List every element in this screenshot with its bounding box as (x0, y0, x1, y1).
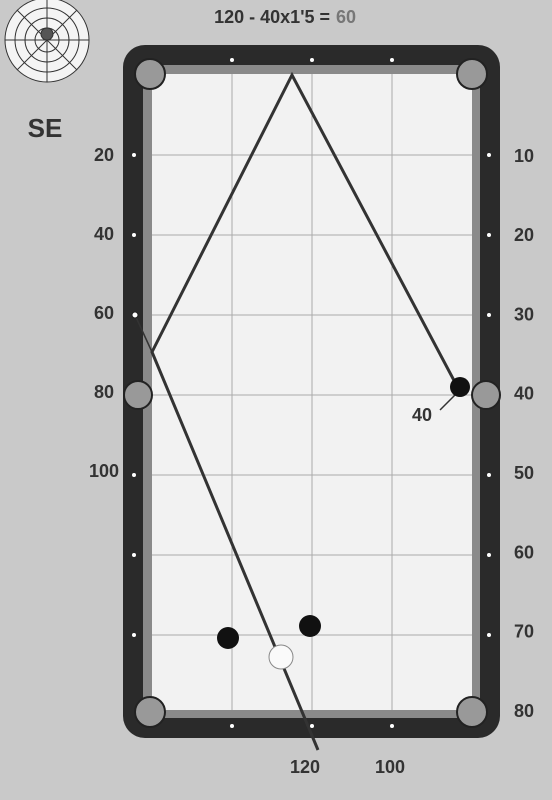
ball-path (150, 71, 460, 751)
annotation: 40 (412, 405, 432, 425)
aim-point (131, 311, 139, 319)
bottom-scale-label: 120 (290, 757, 320, 777)
right-scale-label: 50 (514, 463, 534, 483)
right-scale-label: 70 (514, 622, 534, 642)
cue-ball (268, 644, 294, 670)
compass-label: SE (28, 113, 63, 143)
right-scale-label: 80 (514, 701, 534, 721)
right-scale-label: 60 (514, 542, 534, 562)
pockets (123, 58, 501, 728)
left-scale-label: 60 (94, 303, 114, 323)
ball (299, 615, 321, 637)
aim-line (134, 314, 153, 353)
compass (4, 0, 90, 83)
left-scale-label: 40 (94, 224, 114, 244)
ball (217, 627, 239, 649)
formula-expression-text: 120 - 40x1'5 = (214, 7, 330, 27)
left-scale-label: 20 (94, 145, 114, 165)
formula-result: 60 (336, 7, 356, 27)
formula-expression: 120 - 40x1'5 = (214, 7, 330, 27)
diamonds (132, 58, 491, 728)
right-scale-label: 40 (514, 384, 534, 404)
left-scale-label: 80 (94, 382, 114, 402)
right-scale-label: 10 (514, 146, 534, 166)
grid (152, 74, 472, 710)
bottom-scale-label: 100 (375, 757, 405, 777)
right-scale-label: 30 (514, 304, 534, 324)
left-scale-label: 100 (89, 461, 119, 481)
eight-ball (450, 377, 470, 397)
right-scale-label: 20 (514, 225, 534, 245)
